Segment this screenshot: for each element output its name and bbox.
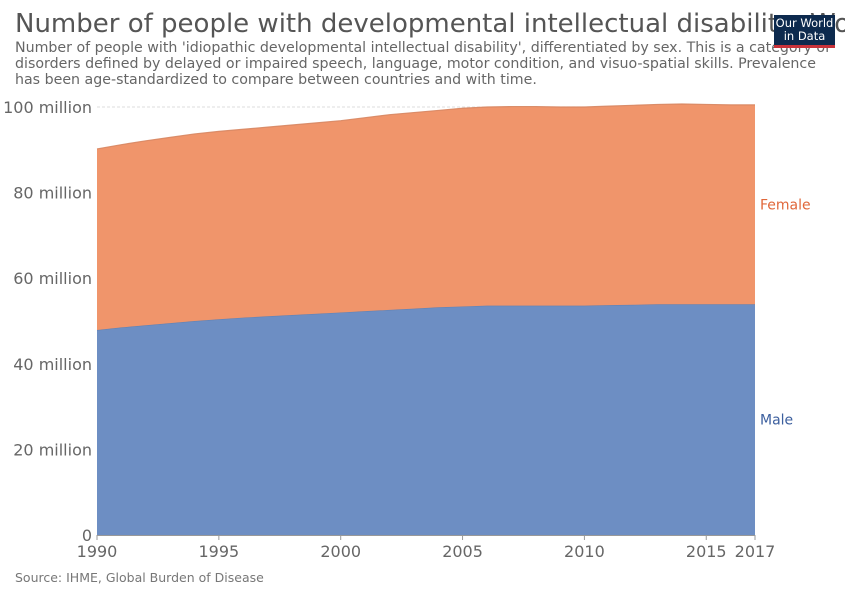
x-tick-label: 2005 <box>442 542 483 561</box>
x-tick-label: 2010 <box>564 542 605 561</box>
series-label-female: Female <box>760 198 811 214</box>
owid-logo[interactable]: Our World in Data <box>774 15 835 48</box>
area-female[interactable] <box>97 104 755 330</box>
series-label-male: Male <box>760 413 793 429</box>
x-tick-label: 2015 <box>686 542 727 561</box>
chart-title: Number of people with developmental inte… <box>15 9 845 39</box>
x-tick-label: 2017 <box>735 542 776 561</box>
y-tick-label: 80 million <box>13 184 92 203</box>
y-tick-label: 40 million <box>13 355 92 374</box>
x-tick-label: 1995 <box>198 542 239 561</box>
y-tick-label: 0 <box>82 526 92 545</box>
logo-line-1: Our World <box>775 16 834 30</box>
y-tick-label: 100 million <box>3 98 92 117</box>
chart-subtitle: Number of people with 'idiopathic develo… <box>15 40 831 88</box>
series-areas <box>96 103 755 535</box>
logo-line-2: in Data <box>783 29 826 43</box>
x-tick-label: 2000 <box>320 542 361 561</box>
x-tick-label: 1990 <box>77 542 118 561</box>
y-tick-label: 60 million <box>13 269 92 288</box>
axes: 0 20 million 40 million 60 million 80 millio… <box>3 98 775 561</box>
series-labels: Male Female <box>760 198 811 429</box>
y-tick-label: 20 million <box>13 440 92 459</box>
source-note: Source: IHME, Global Burden of Disease <box>15 570 264 585</box>
area-male[interactable] <box>97 304 755 535</box>
area-edge-female <box>96 103 755 150</box>
